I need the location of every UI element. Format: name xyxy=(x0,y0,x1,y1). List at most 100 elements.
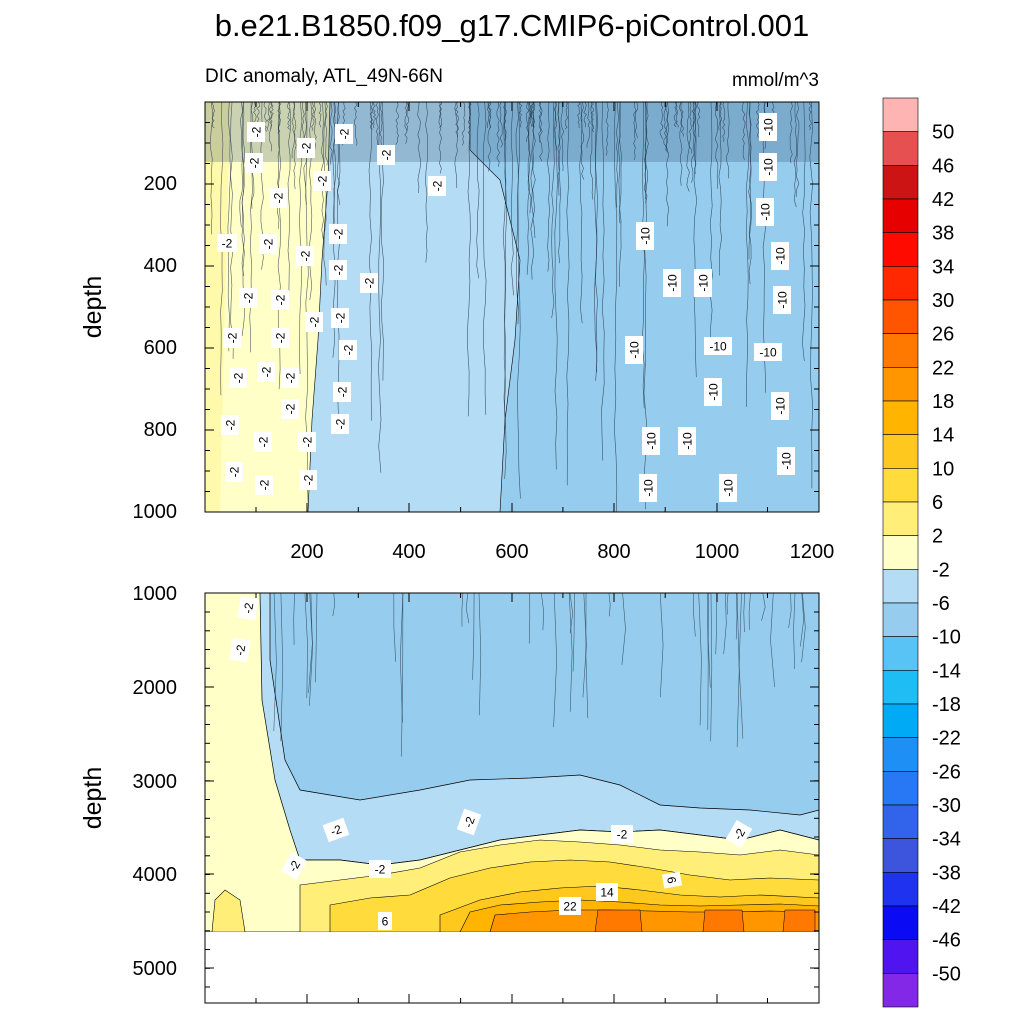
colorbar-tick-label: 2 xyxy=(932,526,943,548)
contour-line xyxy=(287,102,291,130)
contour-label-text: -2 xyxy=(258,479,272,490)
colorbar: 50 46 42 38 34 30 26 22 18 14 10 6 2 -2 -6 -10 -14 -18 -22… xyxy=(882,97,961,1008)
contour-label-text: -10 xyxy=(762,158,776,176)
contour-label-text: -10 xyxy=(639,227,653,245)
x-tick-label: 800 xyxy=(597,541,630,563)
colorbar-box xyxy=(882,333,919,368)
contour-line xyxy=(472,593,475,680)
contour-label-text: -10 xyxy=(774,397,788,415)
lower-y-tick-label: 4000 xyxy=(133,864,178,886)
contour-line xyxy=(582,593,587,698)
colorbar-box xyxy=(882,569,919,604)
contour-label-box xyxy=(636,222,654,250)
colorbar-tick-label: 42 xyxy=(932,189,954,211)
contour-line xyxy=(594,102,599,381)
contour-line xyxy=(320,102,325,240)
colorbar-box xyxy=(882,266,919,301)
contour-line xyxy=(309,102,313,301)
contour-label-box xyxy=(704,337,732,355)
contour-label-text: -10 xyxy=(628,341,642,359)
contour-label-text: -2 xyxy=(250,126,264,137)
contour-line xyxy=(528,102,533,128)
upper-y-tick-labels: 200 400 600 800 1000 xyxy=(133,173,178,523)
contour-label: -10 xyxy=(777,447,795,475)
contour-label: 6 xyxy=(378,912,392,930)
contour-line xyxy=(293,593,295,645)
contour-label-box xyxy=(281,399,299,419)
contour-line xyxy=(503,102,507,141)
contour-label-box xyxy=(596,883,618,901)
contour-label-box xyxy=(229,637,251,663)
contour-line xyxy=(239,102,244,228)
contour-line xyxy=(589,102,594,200)
colorbar-box xyxy=(882,838,919,873)
contour-line xyxy=(478,593,482,716)
contour-line xyxy=(280,593,284,742)
colorbar-tick-label: 50 xyxy=(932,122,954,144)
contour-label: 22 xyxy=(559,897,581,915)
lower-y-tick-labels: 1000 2000 3000 4000 5000 xyxy=(133,583,178,980)
contour-label-box xyxy=(247,122,265,142)
contour-label: -2 xyxy=(360,273,378,293)
contour-label-text: 6 xyxy=(382,915,389,929)
contour-label: -2 xyxy=(456,808,482,836)
contour-line xyxy=(741,102,746,160)
contour-line xyxy=(613,102,618,512)
contour-label-box xyxy=(704,378,722,406)
contour-label-box xyxy=(281,368,299,388)
contour-label: -10 xyxy=(663,269,681,297)
contour-label-text: -2 xyxy=(233,643,249,656)
contour-label-text: 14 xyxy=(600,886,614,900)
colorbar-tick-label: 30 xyxy=(932,290,954,312)
contour-label: -2 xyxy=(329,260,347,280)
contour-line xyxy=(580,102,585,180)
contour-label-box xyxy=(229,368,247,388)
colorbar-tick-label: -46 xyxy=(932,930,961,952)
contour-label-text: -10 xyxy=(776,291,790,309)
contour-label: -2 xyxy=(333,382,351,402)
lower-y-tick-label: 5000 xyxy=(133,958,178,980)
lower-y-tick-label: 2000 xyxy=(133,677,178,699)
colorbar-tick-label: -34 xyxy=(932,829,961,851)
contour-label-box xyxy=(611,825,633,843)
contour-line xyxy=(487,102,492,172)
contour-label: -2 xyxy=(611,825,633,843)
contour-line xyxy=(808,102,812,131)
contour-label-box xyxy=(329,224,347,244)
contour-line xyxy=(707,593,709,730)
contour-label-text: -2 xyxy=(299,250,313,261)
contour-line xyxy=(526,102,531,275)
contour-line xyxy=(608,593,611,617)
contour-line xyxy=(541,593,545,631)
colorbar-tick-label: -30 xyxy=(932,795,961,817)
contour-label: -10 xyxy=(759,113,777,141)
contour-label-box xyxy=(221,415,239,435)
contour-label: -2 xyxy=(254,432,272,452)
contour-line xyxy=(659,593,664,698)
colorbar-tick-label: -6 xyxy=(932,593,950,615)
contour-label: -2 xyxy=(223,328,241,348)
contour-line xyxy=(714,102,719,189)
contour-label: -2 xyxy=(331,414,349,434)
contour-line xyxy=(693,102,698,174)
colorbar-box xyxy=(882,97,919,132)
upper-y-tick-label: 800 xyxy=(144,419,177,441)
contour-line xyxy=(554,102,558,470)
contour-line xyxy=(318,102,322,128)
contour-line xyxy=(693,102,698,378)
contour-label-box xyxy=(639,474,657,502)
contour-line xyxy=(476,102,480,279)
contour-label: -2 xyxy=(271,328,289,348)
colorbar-box xyxy=(882,198,919,233)
contour-line xyxy=(793,593,796,669)
contour-line xyxy=(503,102,507,429)
upper-axis-ticks xyxy=(205,102,820,512)
colorbar-tick-label: 34 xyxy=(932,256,954,278)
contour-label-box xyxy=(225,462,243,482)
contour-label-box xyxy=(759,153,777,181)
contour-label-text: -10 xyxy=(666,274,680,292)
contour-label-text: -10 xyxy=(707,383,721,401)
contour-line xyxy=(605,102,609,156)
contour-label-box xyxy=(335,124,353,144)
contour-line xyxy=(761,593,766,621)
